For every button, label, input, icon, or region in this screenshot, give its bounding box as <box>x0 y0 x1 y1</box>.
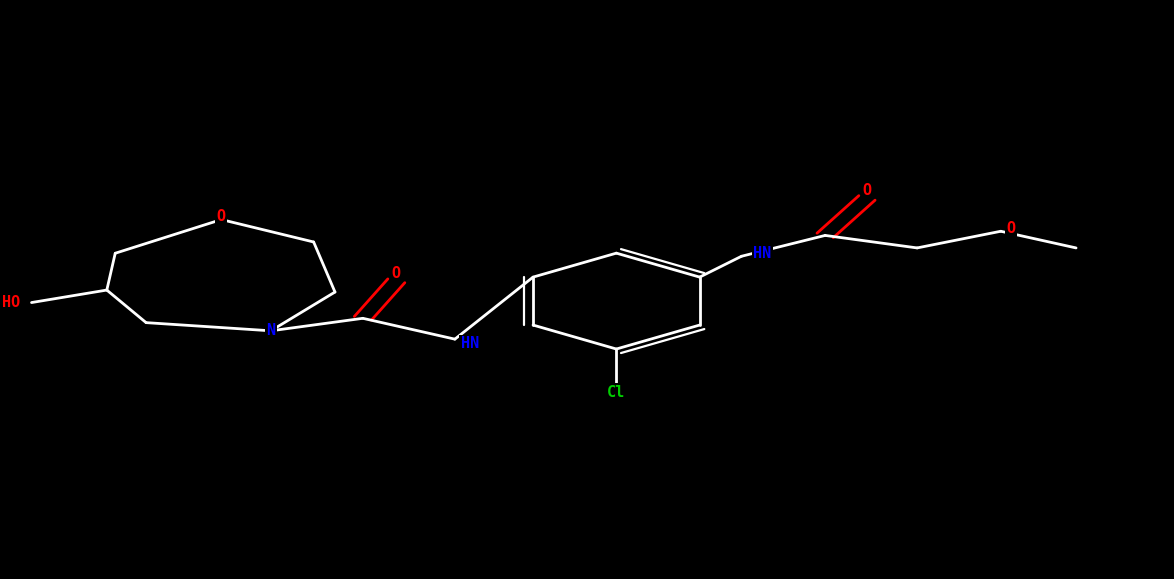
Text: O: O <box>217 209 225 224</box>
Text: Cl: Cl <box>607 385 626 400</box>
Text: HN: HN <box>460 336 479 351</box>
Text: HO: HO <box>1 295 20 310</box>
Text: O: O <box>863 184 871 199</box>
Text: N: N <box>266 323 276 338</box>
Text: O: O <box>392 266 400 281</box>
Text: O: O <box>1006 221 1016 236</box>
Text: HN: HN <box>753 246 771 261</box>
